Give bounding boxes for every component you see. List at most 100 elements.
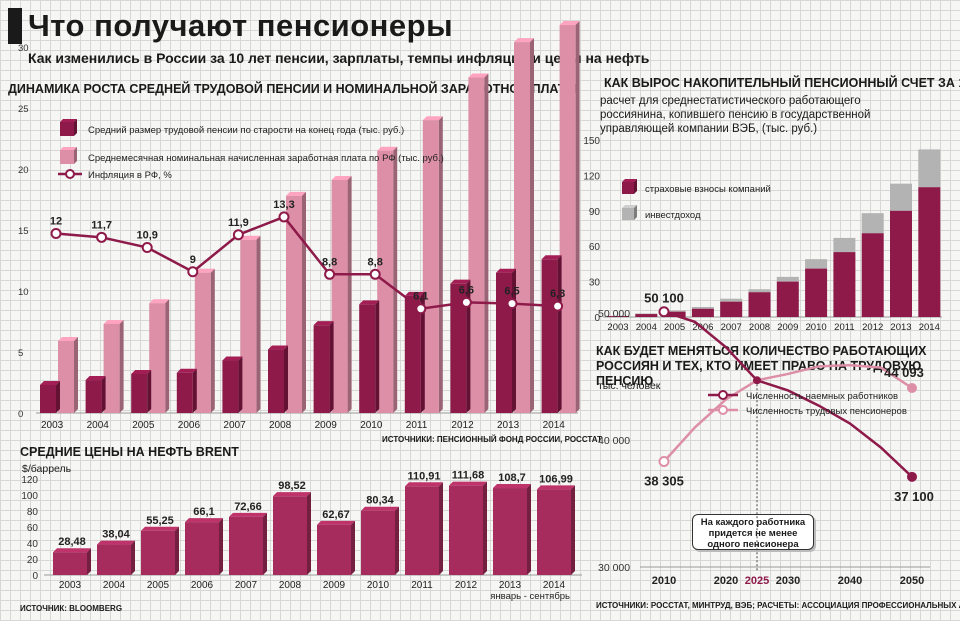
oil-bar-2008 — [273, 496, 307, 575]
oil-bar-2007 — [229, 516, 263, 575]
legend-swatch-contrib-side — [634, 179, 637, 194]
savings-contrib-bar-2011 — [833, 252, 856, 317]
oil-xtick-2008: 2008 — [279, 580, 302, 591]
pension-bar-2013-top — [496, 268, 516, 273]
oil-bar-2007-top — [229, 512, 267, 517]
pension-bar-2014-top — [541, 255, 562, 260]
oil-note: январь - сентябрь — [490, 591, 570, 602]
wages-bar-2012-top — [468, 73, 489, 78]
inflation-point-2006 — [187, 266, 199, 278]
wages-bar-2008-top — [286, 191, 306, 196]
wages-ytick-5: 5 — [18, 348, 23, 359]
pension-bar-2003-side — [56, 380, 60, 413]
pension-bar-2005-top — [131, 369, 152, 374]
oil-xtick-2013: 2013 — [499, 580, 522, 591]
oil-bar-2013-side — [527, 484, 531, 575]
pension-bar-2010-top — [359, 300, 380, 305]
oil-ytick-20: 20 — [27, 555, 39, 566]
inflation-label-2008: 13,3 — [273, 199, 294, 211]
oil-bar-2005-top — [141, 526, 179, 531]
pension-bar-2011 — [404, 295, 421, 413]
oil-bar-2012-top — [449, 481, 487, 486]
savings-contrib-bar-2014 — [918, 187, 941, 317]
pension-bar-2003 — [40, 384, 56, 413]
pension-bar-2012 — [450, 283, 467, 413]
workers-xtick-2040: 2040 — [838, 575, 862, 587]
oil-bar-2012 — [449, 485, 483, 575]
wages-bar-2006 — [194, 272, 211, 413]
workers-end-point — [907, 471, 917, 482]
pension-bar-2009-top — [313, 321, 334, 326]
oil-bar-2005 — [141, 530, 175, 575]
savings-invest-bar-2006 — [691, 306, 714, 309]
savings-contrib-bar-2008 — [748, 292, 771, 317]
pension-bar-2007-side — [238, 356, 243, 413]
workers-ytick-40000: 40 000 — [598, 435, 630, 447]
oil-value-2005: 55,25 — [146, 515, 174, 527]
legend-label-pensioners: Численность трудовых пенсионеров — [746, 406, 907, 417]
savings-xtick-2012: 2012 — [862, 322, 883, 333]
inflation-label-2007: 11,9 — [228, 217, 249, 229]
savings-xtick-2010: 2010 — [806, 322, 827, 333]
oil-xtick-2011: 2011 — [411, 580, 433, 591]
oil-value-2003: 28,48 — [58, 536, 86, 548]
inflation-point-2004 — [96, 231, 108, 243]
oil-unit-label: $/баррель — [22, 463, 72, 475]
workers-source: ИСТОЧНИКИ: РОССТАТ, МИНТРУД, ВЭБ; РАСЧЕТ… — [596, 601, 960, 610]
workers-end-label: 37 100 — [894, 489, 934, 504]
oil-value-2011: 110,91 — [407, 470, 440, 482]
savings-xtick-2004: 2004 — [636, 322, 657, 333]
savings-chart-title: КАК ВЫРОС НАКОПИТЕЛЬНЫЙ ПЕНСИОННЫЙ СЧЕТ … — [604, 76, 960, 90]
legend-swatch-contrib — [622, 182, 634, 194]
wages-xtick-2008: 2008 — [269, 420, 292, 431]
wages-bar-2013 — [514, 42, 530, 414]
savings-invest-bar-2014 — [918, 149, 941, 188]
wages-bar-2005-side — [165, 299, 170, 413]
savings-contrib-bar-2003 — [607, 316, 629, 317]
oil-bar-2004-top — [97, 540, 135, 545]
legend-swatch-pension — [60, 122, 74, 136]
oil-bar-2003 — [53, 552, 87, 575]
wages-ytick-30: 30 — [18, 43, 29, 54]
oil-bar-2014 — [537, 489, 571, 575]
wages-bar-2005-top — [149, 299, 170, 304]
inflation-point-2012 — [460, 296, 472, 308]
savings-contrib-bar-2009 — [776, 281, 799, 317]
wages-xtick-2009: 2009 — [315, 420, 338, 431]
oil-bar-2011-top — [405, 482, 443, 487]
oil-xtick-2006: 2006 — [191, 580, 214, 591]
oil-xtick-2004: 2004 — [103, 580, 126, 591]
oil-xtick-2003: 2003 — [59, 580, 82, 591]
inflation-line — [55, 215, 558, 311]
oil-xtick-2014: 2014 — [543, 580, 566, 591]
legend-label-contrib: страховые взносы компаний — [645, 184, 771, 195]
pension-bar-2014 — [541, 259, 558, 413]
workers-chart-title: КАК БУДЕТ МЕНЯТЬСЯ КОЛИЧЕСТВО РАБОТАЮЩИХ… — [596, 344, 927, 388]
pension-bar-2012-side — [466, 279, 471, 413]
title-accent-bar — [8, 8, 22, 44]
wages-xtick-2007: 2007 — [223, 420, 246, 431]
legend-swatch-invest — [622, 208, 634, 220]
wages-xtick-2012: 2012 — [451, 420, 474, 431]
inflation-label-2010: 8,8 — [368, 256, 383, 268]
oil-ytick-0: 0 — [32, 571, 38, 582]
savings-xtick-2011: 2011 — [834, 322, 854, 333]
oil-value-2004: 38,04 — [102, 529, 130, 541]
pension-bar-2011-top — [404, 291, 425, 296]
savings-invest-bar-2005 — [663, 310, 686, 312]
oil-bar-2008-side — [307, 492, 311, 575]
oil-xtick-2009: 2009 — [323, 580, 346, 591]
workers-unit-label: тыс. человек — [598, 380, 661, 392]
oil-ytick-80: 80 — [27, 507, 39, 518]
pension-bar-2006 — [176, 372, 193, 413]
legend-swatch-pension-side — [74, 119, 77, 136]
savings-invest-bar-2010 — [805, 259, 828, 269]
oil-bar-2012-side — [483, 481, 487, 575]
savings-xtick-2005: 2005 — [664, 322, 685, 333]
savings-ytick-90: 90 — [589, 207, 601, 218]
workers-ytick-50000: 50 000 — [598, 308, 630, 320]
oil-value-2007: 72,66 — [234, 501, 262, 513]
wages-ytick-25: 25 — [18, 104, 29, 115]
wages-ytick-0: 0 — [18, 409, 23, 420]
